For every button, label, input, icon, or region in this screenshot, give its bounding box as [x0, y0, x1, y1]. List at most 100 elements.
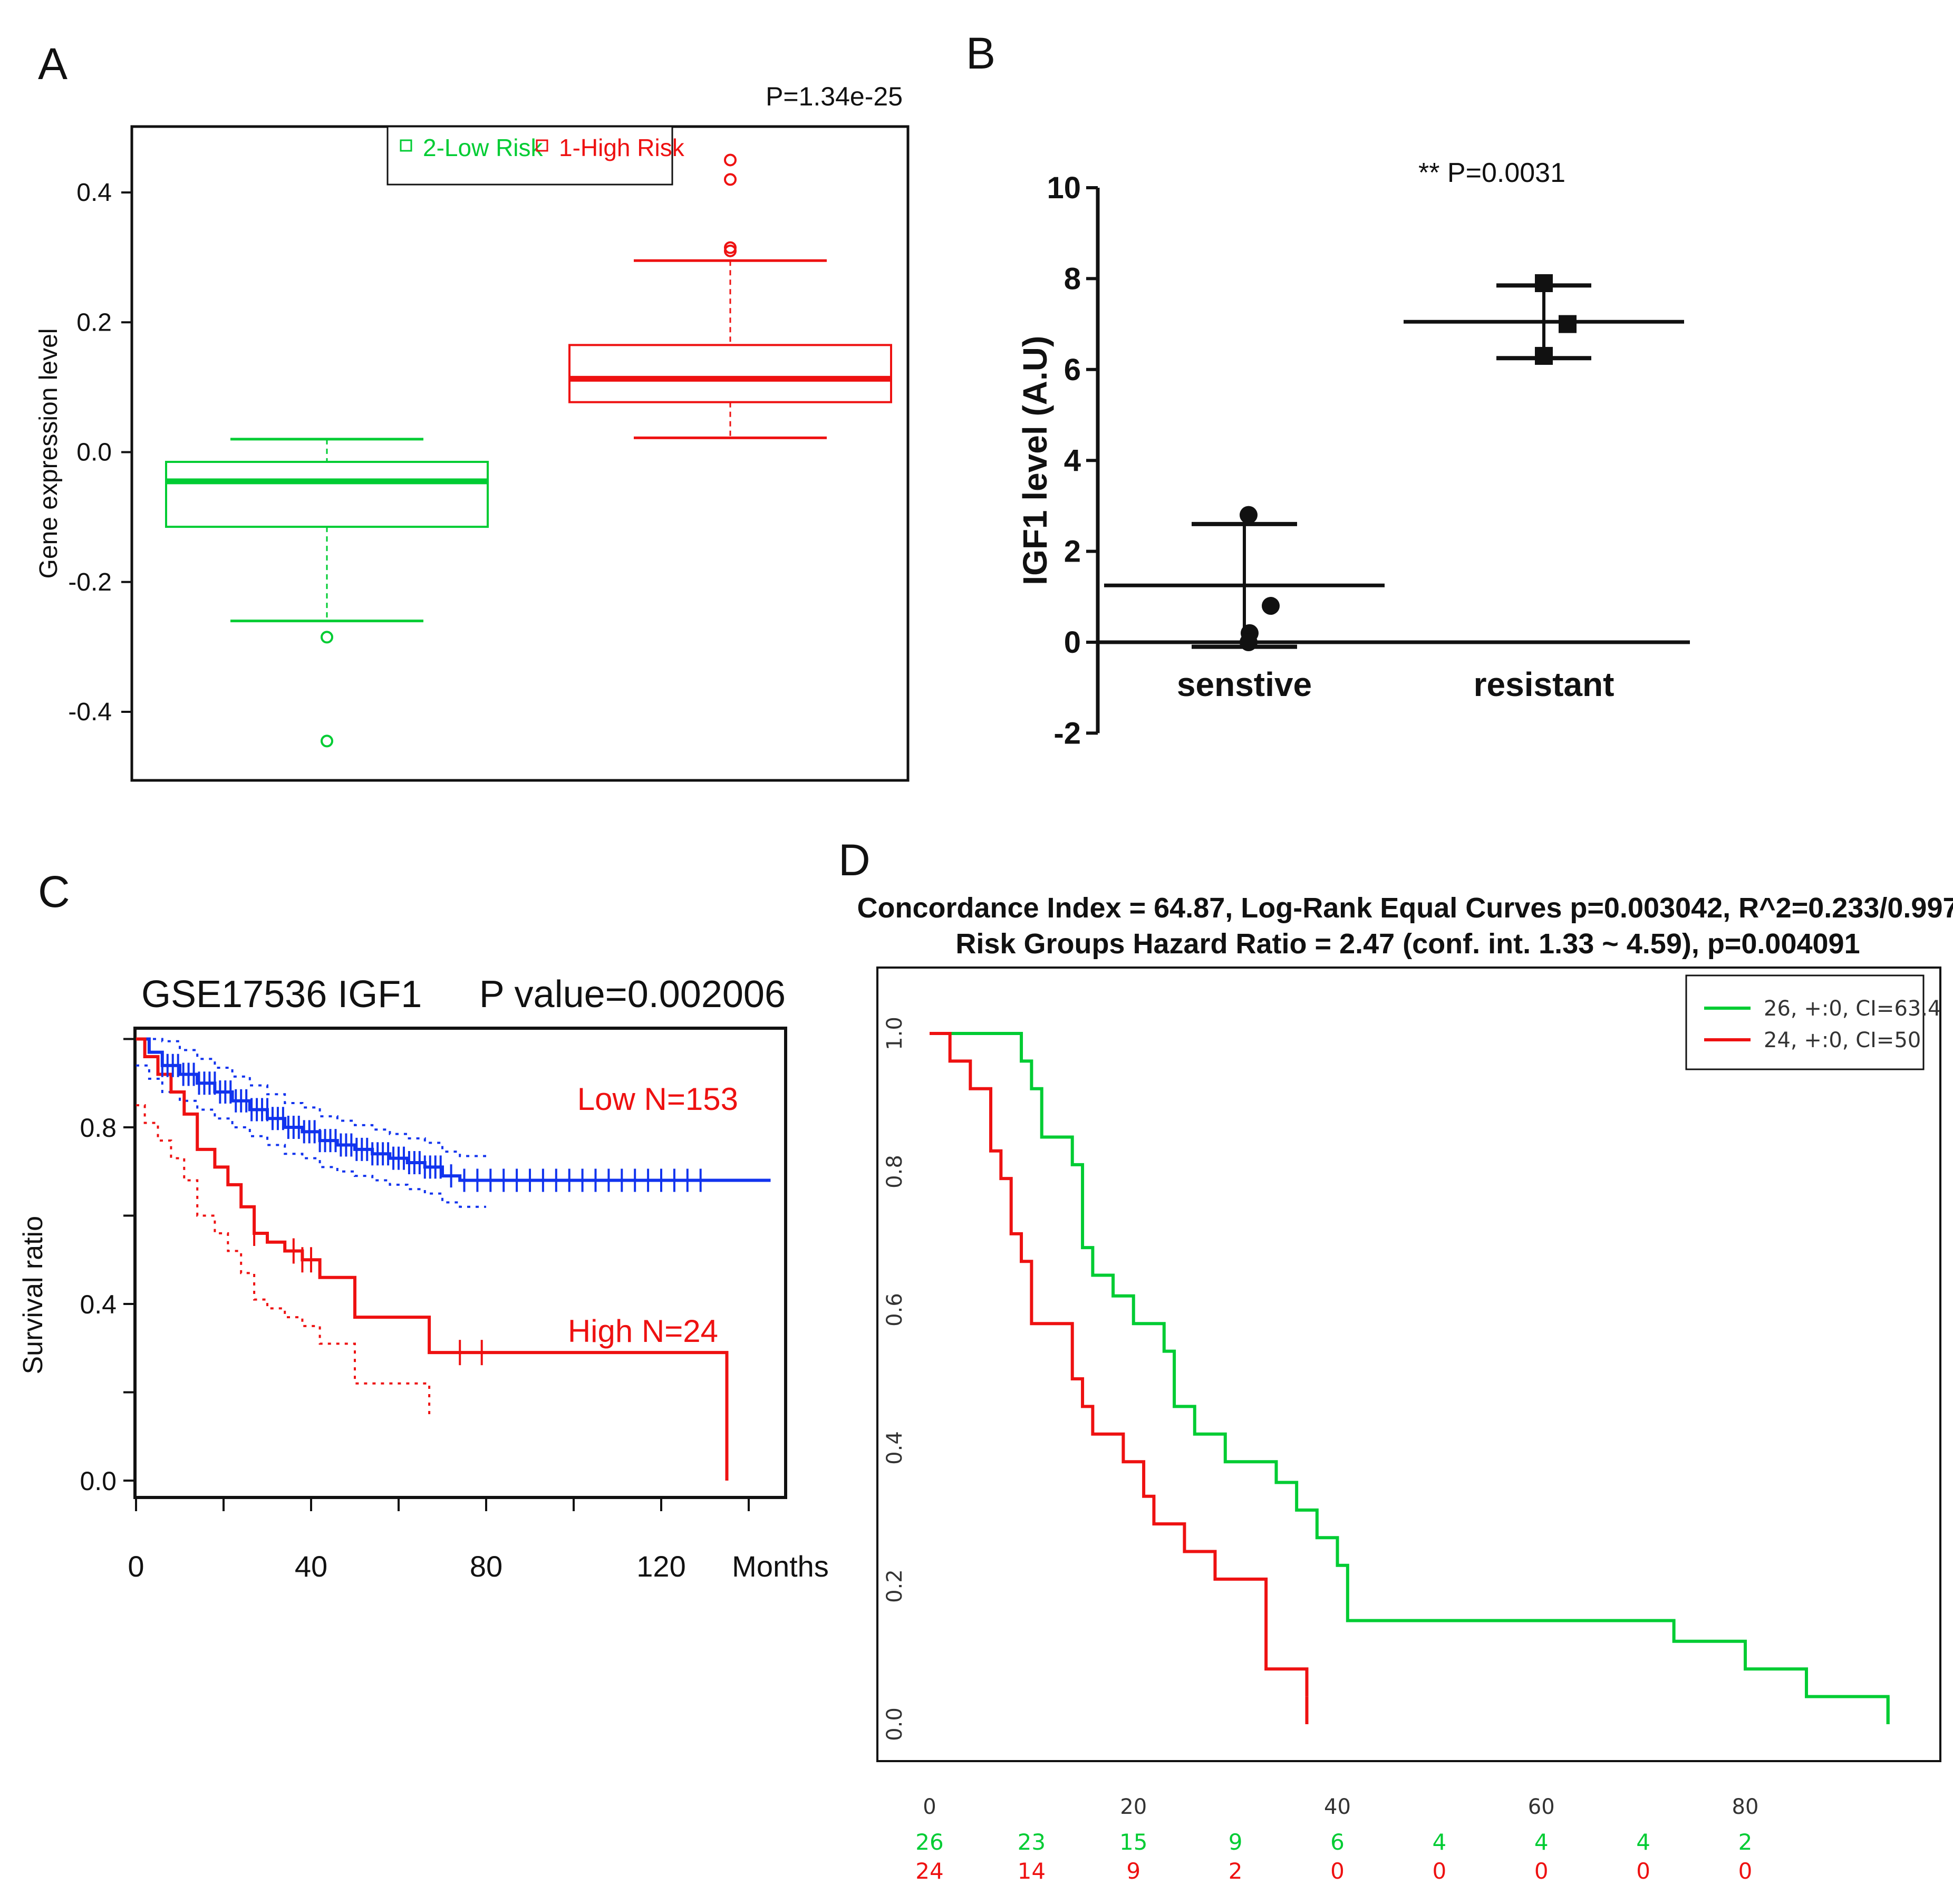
x-tick-label: 40 — [1324, 1795, 1351, 1819]
at-risk-count: 0 — [1330, 1858, 1345, 1884]
y-tick-label: 8 — [1064, 262, 1081, 296]
box-high-risk — [568, 153, 892, 439]
data-point — [1535, 274, 1553, 293]
chart-title-line1: Concordance Index = 64.87, Log-Rank Equa… — [857, 892, 1953, 924]
panel-b: B 10 8 6 4 2 0 -2 IGF1 level (A.U) ** P=0.0031 sen… — [966, 28, 1690, 750]
outlier-point — [724, 241, 737, 254]
legend-box — [386, 125, 673, 186]
y-tick-label: 0.8 — [883, 1155, 907, 1188]
y-tick-label: 1.0 — [883, 1017, 907, 1050]
y-tick-label: 0.4 — [883, 1431, 907, 1465]
x-tick-label: 40 — [295, 1550, 327, 1583]
y-tick-label: 10 — [1047, 171, 1081, 205]
p-value-label: P value=0.002006 — [479, 973, 786, 1016]
category-label: resistant — [1474, 665, 1614, 703]
x-tick-label: 60 — [1528, 1795, 1555, 1819]
y-tick-label: 0.8 — [80, 1113, 117, 1143]
outlier-point — [724, 153, 737, 167]
low-group-label: Low N=153 — [577, 1081, 738, 1117]
y-axis-label: Gene expression level — [35, 328, 63, 579]
iqr-box — [568, 344, 892, 403]
x-tick-label: 20 — [1120, 1795, 1147, 1819]
legend: 2-Low Risk 1-High Risk — [386, 125, 685, 186]
low-ci-lower — [136, 1064, 486, 1208]
y-tick-label: 0.0 — [80, 1466, 117, 1496]
plot-frame — [130, 125, 910, 782]
high-group-label: High N=24 — [568, 1313, 718, 1349]
y-tick-label: 0.4 — [80, 1290, 117, 1319]
y-tick-label: 6 — [1064, 353, 1081, 387]
x-tick-label: 0 — [128, 1550, 144, 1583]
category-label: senstive — [1177, 665, 1312, 703]
y-axis-label: Survival ratio — [18, 1216, 49, 1375]
at-risk-count: 2 — [1229, 1858, 1243, 1884]
y-tick-label: 0.2 — [883, 1569, 907, 1603]
y-tick-label: 2 — [1064, 535, 1081, 569]
significance-annotation: ** P=0.0031 — [1418, 158, 1565, 188]
at-risk-count: 4 — [1433, 1829, 1447, 1855]
at-risk-count: 4 — [1534, 1829, 1549, 1855]
at-risk-count: 6 — [1330, 1829, 1345, 1855]
y-tick-label: 0.6 — [883, 1293, 907, 1327]
low-ci-upper — [136, 1038, 486, 1157]
outlier-point — [321, 631, 333, 644]
legend-swatch — [400, 139, 412, 152]
panel-d: D Concordance Index = 64.87, Log-Rank Equ… — [838, 835, 1953, 1884]
legend-label: 26, +:0, CI=63.4 — [1764, 997, 1941, 1021]
y-tick-label: 0.0 — [883, 1707, 907, 1741]
plot-frame — [133, 1027, 787, 1499]
at-risk-count: 26 — [915, 1829, 943, 1855]
panel-c: C 0.8 0.4 0.0 0 40 80 120 Months Survival ratio GS… — [18, 867, 829, 1583]
y-tick-label: -2 — [1053, 716, 1081, 750]
survival-curve-red — [930, 1032, 1309, 1697]
outlier-point — [321, 734, 333, 748]
y-tick-label: 0 — [1064, 625, 1081, 660]
at-risk-count: 24 — [915, 1858, 943, 1884]
panel-label-a: A — [38, 39, 67, 89]
group-senstive: senstive — [1104, 506, 1385, 703]
x-tick-label: 0 — [923, 1795, 936, 1819]
at-risk-count: 0 — [1738, 1858, 1753, 1884]
data-point — [1240, 506, 1258, 524]
panel-label-d: D — [838, 835, 871, 885]
p-value-label: P=1.34e-25 — [766, 82, 903, 111]
y-tick-label: 0.2 — [76, 308, 112, 336]
y-tick-label: 0.0 — [76, 439, 112, 467]
high-ci-lower — [136, 1104, 431, 1419]
y-tick-label: -0.4 — [68, 698, 112, 726]
chart-title: GSE17536 IGF1 — [141, 973, 422, 1016]
at-risk-count: 2 — [1738, 1829, 1753, 1855]
at-risk-count: 0 — [1534, 1858, 1549, 1884]
legend-label: 2-Low Risk — [423, 134, 544, 161]
chart-title-line2: Risk Groups Hazard Ratio = 2.47 (conf. i… — [955, 928, 1860, 960]
x-tick-label: 80 — [1732, 1795, 1759, 1819]
at-risk-count: 9 — [1229, 1829, 1243, 1855]
at-risk-count: 0 — [1433, 1858, 1447, 1884]
survival-curve-green — [930, 1032, 1890, 1724]
at-risk-count: 14 — [1018, 1858, 1046, 1884]
box-low-risk — [165, 438, 489, 748]
x-tick-label: 80 — [470, 1550, 502, 1583]
y-tick-label: 0.4 — [76, 179, 112, 207]
legend-label: 24, +:0, CI=50 — [1764, 1028, 1921, 1052]
panel-a: A 0.4 0.2 0.0 -0.2 -0.4 Gene expression level P… — [35, 39, 910, 782]
y-tick-label: 4 — [1064, 443, 1081, 478]
y-axis-label: IGF1 level (A.U) — [1016, 336, 1054, 585]
at-risk-count: 15 — [1119, 1829, 1147, 1855]
data-point — [1559, 315, 1577, 333]
legend-box — [1685, 974, 1925, 1070]
at-risk-count: 23 — [1018, 1829, 1046, 1855]
at-risk-count: 4 — [1636, 1829, 1650, 1855]
plot-frame — [876, 967, 1941, 1762]
panel-label-b: B — [966, 28, 995, 78]
legend-label: 1-High Risk — [559, 134, 685, 161]
group-resistant: resistant — [1404, 274, 1684, 703]
at-risk-count: 9 — [1126, 1858, 1140, 1884]
data-point — [1262, 597, 1280, 615]
x-tick-label: 120 — [636, 1550, 685, 1583]
panel-label-c: C — [38, 867, 70, 916]
legend: 26, +:0, CI=63.4 24, +:0, CI=50 — [1685, 974, 1941, 1070]
at-risk-count: 0 — [1636, 1858, 1650, 1884]
iqr-box — [165, 460, 489, 528]
